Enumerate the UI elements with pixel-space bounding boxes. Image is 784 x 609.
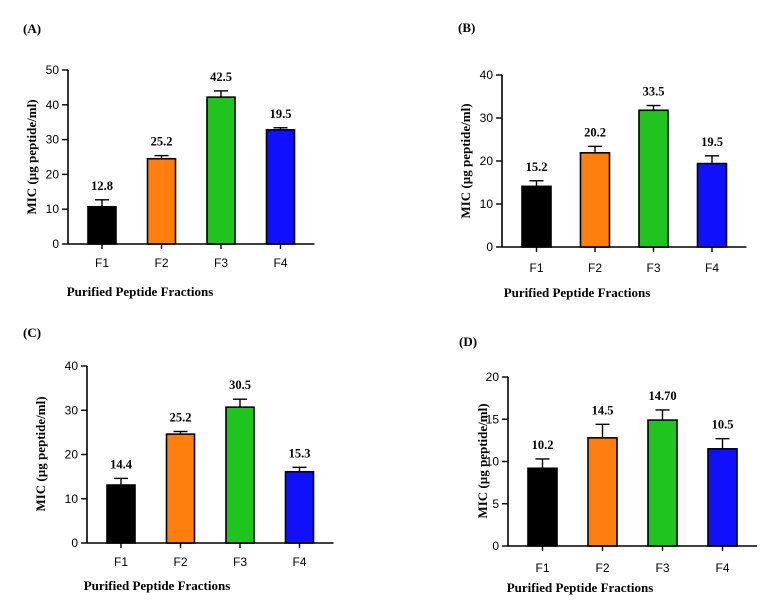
x-tick-label: F3 (233, 555, 247, 569)
x-tick-label: F4 (705, 261, 719, 275)
bar-f4 (696, 162, 728, 248)
bar-value-label: 20.2 (584, 125, 606, 139)
panel-c: (C) 0 10 20 30 40 MIC (µg peptide/ml) 14.4 F1 25.… (23, 325, 334, 593)
y-tick-label: 20 (46, 167, 60, 181)
y-tick-label: 10 (46, 202, 60, 216)
x-axis-title: Purified Peptide Fractions (84, 578, 231, 593)
panel-d: (D) 0 5 10 15 20 MIC (µg peptide/ml) 10.2 F1 14.5… (459, 334, 757, 595)
x-tick-label: F1 (529, 261, 543, 275)
x-tick-label: F1 (535, 561, 549, 575)
panel-b: (B) 0 10 20 30 40 MIC (µg peptide/ml) 15.2 F1 20.… (458, 20, 747, 300)
bar-value-label: 19.5 (701, 135, 723, 149)
bar-f4 (707, 448, 738, 547)
y-tick-label: 50 (46, 63, 60, 77)
y-tick-label: 10 (65, 492, 79, 506)
y-tick-label: 40 (65, 359, 79, 373)
bar-f3 (638, 109, 669, 248)
x-tick-label: F4 (273, 256, 287, 270)
bar-value-label: 25.2 (170, 410, 192, 424)
y-tick-label: 30 (46, 133, 60, 147)
x-tick-label: F3 (646, 261, 660, 275)
bar-value-label: 10.5 (712, 418, 734, 432)
bar-f1 (521, 185, 552, 248)
bar-value-label: 15.3 (289, 446, 311, 460)
x-tick-label: F4 (715, 561, 729, 575)
x-tick-label: F3 (214, 256, 228, 270)
x-axis-title: Purified Peptide Fractions (504, 285, 651, 300)
bar-f1 (106, 484, 136, 544)
y-tick-label: 40 (46, 98, 60, 112)
bar-value-label: 30.5 (229, 378, 251, 392)
y-tick-label: 0 (71, 536, 78, 550)
y-axis-title: MIC (µg peptide/ml) (475, 403, 490, 518)
bar-value-label: 15.2 (526, 160, 548, 174)
bar-value-label: 33.5 (643, 85, 665, 99)
bar-f2 (579, 152, 611, 248)
y-tick-label: 5 (492, 497, 499, 511)
y-tick-label: 10 (480, 197, 494, 211)
y-axis-title: MIC (µg peptide/ml) (24, 99, 39, 214)
x-tick-label: F2 (588, 261, 602, 275)
x-tick-label: F3 (655, 561, 669, 575)
bar-value-label: 14.70 (648, 389, 676, 403)
bar-value-label: 12.8 (91, 179, 113, 193)
y-tick-label: 10 (486, 455, 500, 469)
bar-value-label: 14.4 (110, 457, 133, 471)
bar-value-label: 19.5 (270, 107, 292, 121)
bar-f3 (206, 96, 236, 245)
bar-value-label: 25.2 (151, 135, 173, 149)
y-tick-label: 0 (492, 539, 499, 553)
bar-f1 (87, 205, 117, 245)
panel-label: (A) (23, 21, 41, 36)
y-tick-label: 20 (65, 448, 79, 462)
bar-f1 (527, 467, 558, 547)
x-tick-label: F2 (154, 256, 168, 270)
panel-label: (D) (459, 334, 477, 349)
x-tick-label: F1 (114, 555, 128, 569)
y-tick-label: 20 (480, 154, 494, 168)
bar-f3 (647, 419, 678, 547)
y-axis-title: MIC (µg peptide/ml) (33, 396, 48, 511)
y-tick-label: 15 (486, 412, 500, 426)
x-tick-label: F2 (173, 555, 187, 569)
bar-f4 (265, 129, 296, 245)
y-tick-label: 0 (486, 240, 493, 254)
bar-f2 (146, 157, 177, 245)
x-tick-label: F1 (95, 256, 109, 270)
y-tick-label: 20 (486, 370, 500, 384)
x-axis-title: Purified Peptide Fractions (507, 580, 654, 595)
bar-f4 (284, 470, 315, 544)
x-tick-label: F2 (595, 561, 609, 575)
bar-f2 (165, 433, 196, 544)
x-axis-title: Purified Peptide Fractions (67, 284, 214, 299)
panel-a: (A) 0 10 20 30 40 50 MIC (µg peptide/ml) 12.8 F1 2… (23, 21, 315, 299)
bar-value-label: 42.5 (210, 70, 232, 84)
y-tick-label: 30 (480, 111, 494, 125)
bar-value-label: 14.5 (592, 403, 614, 417)
panel-label: (C) (23, 325, 41, 340)
bar-f3 (225, 406, 255, 544)
y-tick-label: 40 (480, 68, 494, 82)
y-axis-title: MIC (µg peptide/ml) (458, 103, 473, 218)
panel-label: (B) (458, 20, 475, 35)
x-tick-label: F4 (292, 555, 306, 569)
bar-f2 (587, 437, 618, 547)
y-tick-label: 0 (52, 237, 59, 251)
bar-value-label: 10.2 (532, 438, 554, 452)
y-tick-label: 30 (65, 403, 79, 417)
